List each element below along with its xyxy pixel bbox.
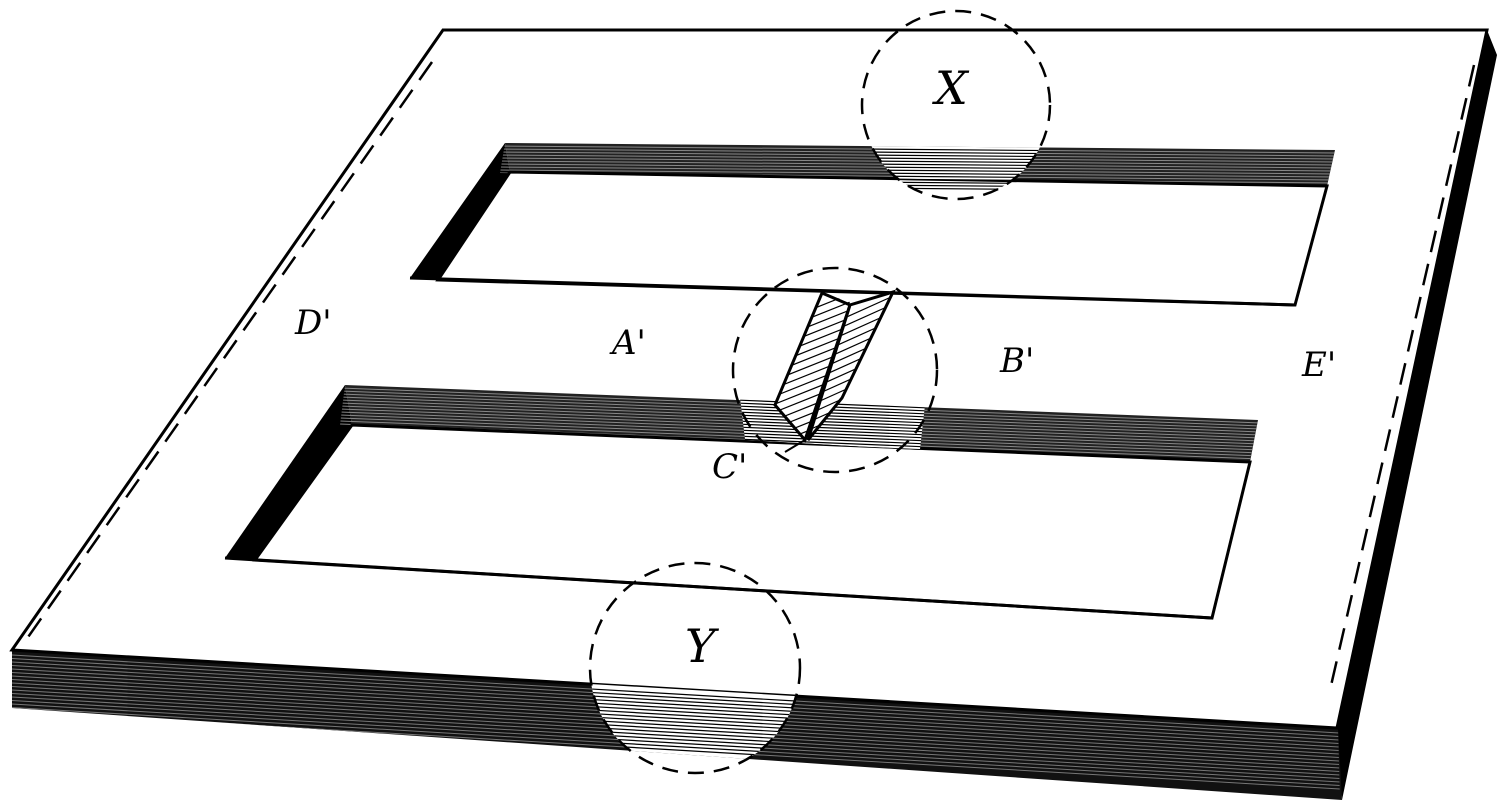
label-y: Y xyxy=(685,619,720,673)
label-d: D' xyxy=(294,303,332,343)
circle-y-reveal xyxy=(590,650,800,773)
circle-c xyxy=(731,266,939,474)
hatch-line xyxy=(590,710,800,773)
hatch-line xyxy=(590,689,800,769)
hatch-line xyxy=(862,151,1050,160)
hatch-line xyxy=(590,675,800,755)
hatch-line xyxy=(862,154,1050,163)
hatch-line xyxy=(590,696,800,773)
hatch-line xyxy=(862,160,1050,169)
hatch-line xyxy=(590,699,800,773)
hatch-line xyxy=(862,172,1050,181)
hatch-line xyxy=(590,692,800,773)
hatch-line xyxy=(740,426,925,436)
hatch-line xyxy=(862,175,1050,184)
hatch-line xyxy=(740,408,925,418)
hatch-line xyxy=(590,706,800,773)
dashed-line-left xyxy=(24,61,434,641)
dashed-line-right xyxy=(1328,64,1476,691)
circle-x xyxy=(860,9,1052,201)
hatch-line xyxy=(740,435,925,445)
label-a: A' xyxy=(609,323,646,363)
hatch-line xyxy=(740,423,925,433)
hatch-line xyxy=(590,678,800,759)
fold-right-face xyxy=(806,289,896,441)
circle-y xyxy=(588,561,802,775)
upper-window-left-wall xyxy=(410,143,510,280)
hatch-line xyxy=(590,654,800,734)
hatch-line xyxy=(862,181,1050,190)
hatch-line xyxy=(590,682,800,762)
label-e: E' xyxy=(1301,345,1336,385)
hatch-line xyxy=(590,703,800,773)
hatch-line xyxy=(590,657,800,738)
label-x: X xyxy=(932,61,970,115)
hatch-line xyxy=(862,169,1050,178)
hatch-line xyxy=(590,668,800,748)
hatch-line xyxy=(590,661,800,741)
hatch-line xyxy=(740,417,925,427)
hatch-line xyxy=(740,432,925,442)
hatch-line xyxy=(590,664,800,745)
hatch-line xyxy=(740,429,925,439)
hatch-line xyxy=(862,145,1050,154)
circle-x-reveal xyxy=(862,143,1050,193)
label-b: B' xyxy=(999,341,1034,381)
hatch-line xyxy=(740,420,925,430)
hatch-line xyxy=(740,411,925,421)
hatch-line xyxy=(740,438,925,448)
hatch-line xyxy=(590,671,800,752)
hatch-line xyxy=(862,148,1050,157)
plate-top-face xyxy=(9,28,1489,730)
upper-window-opening xyxy=(435,170,1329,307)
hatch-line xyxy=(740,414,925,424)
lower-window xyxy=(224,385,1258,620)
hatch-line xyxy=(862,178,1050,187)
lower-window-left-wall xyxy=(225,385,352,560)
hatch-line xyxy=(862,163,1050,172)
hatch-line xyxy=(862,166,1050,175)
hatch-line xyxy=(862,157,1050,166)
plate-right-edge xyxy=(1335,30,1497,800)
hatch-line xyxy=(862,184,1050,193)
upper-window xyxy=(409,143,1335,307)
hatch-line xyxy=(590,685,800,766)
label-c: C' xyxy=(712,447,747,487)
